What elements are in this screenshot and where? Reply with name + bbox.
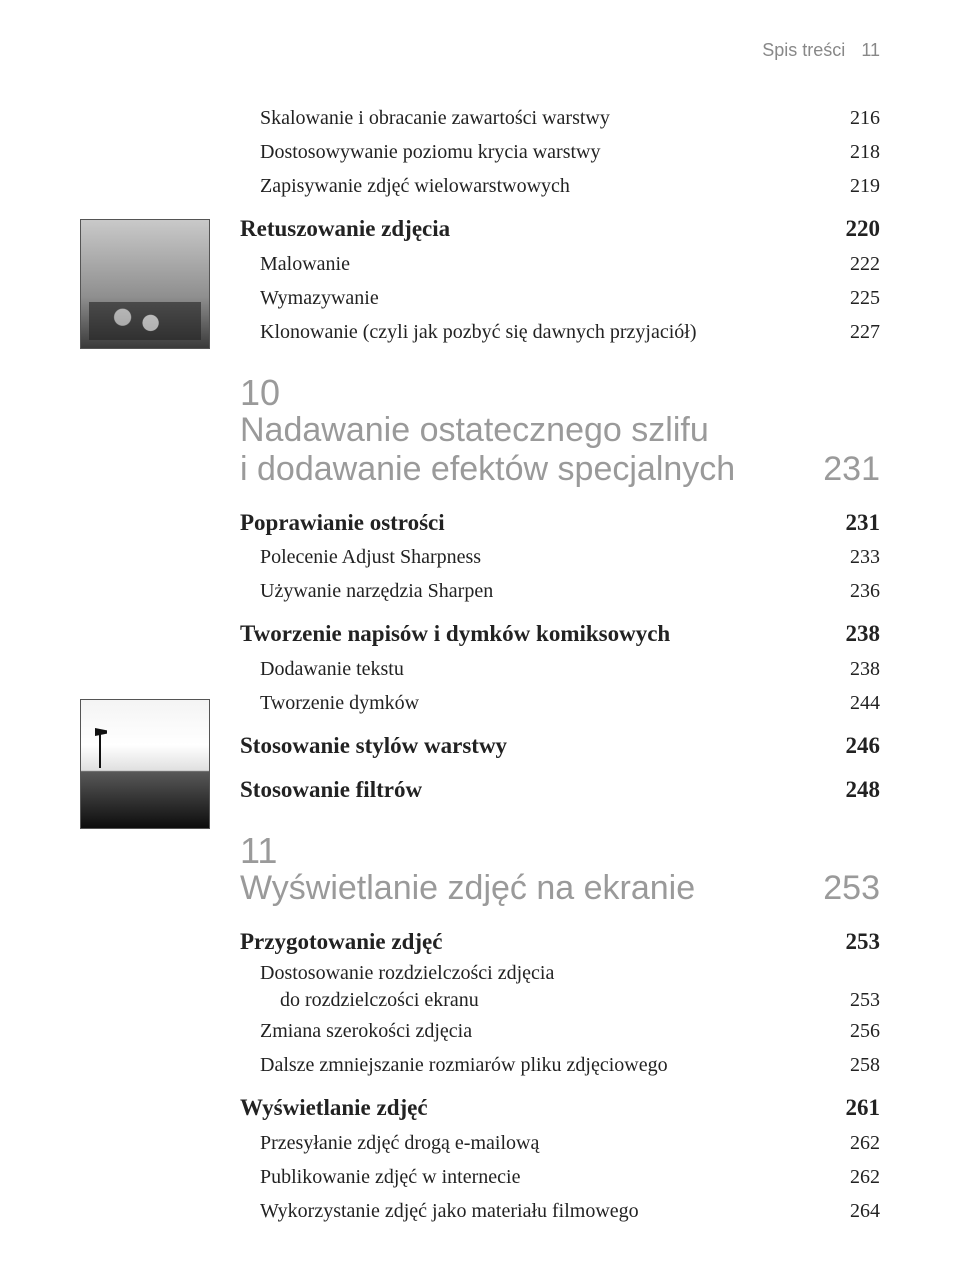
- toc-section: Poprawianie ostrości 231: [240, 505, 880, 541]
- toc-section: Retuszowanie zdjęcia 220: [240, 211, 880, 247]
- toc-page: 256: [830, 1014, 880, 1048]
- toc-label: Malowanie: [260, 247, 830, 281]
- toc-label: Dodawanie tekstu: [260, 652, 830, 686]
- chapter11-title: Wyświetlanie zdjęć na ekranie 253: [240, 869, 880, 908]
- toc-entry: Wykorzystanie zdjęć jako materiału filmo…: [240, 1194, 880, 1228]
- toc-entry: Dodawanie tekstu 238: [240, 652, 880, 686]
- toc-label: Przesyłanie zdjęć drogą e-mailową: [260, 1126, 830, 1160]
- thumbnail-column: [80, 101, 220, 1228]
- toc-entry: Skalowanie i obracanie zawartości warstw…: [240, 101, 880, 135]
- chapter10-number: 10: [240, 375, 880, 411]
- toc-label: Zapisywanie zdjęć wielowarstwowych: [260, 169, 830, 203]
- toc-page: 253: [850, 987, 880, 1014]
- toc-page: 264: [830, 1194, 880, 1228]
- toc-page: 227: [830, 315, 880, 349]
- toc-page: 236: [830, 574, 880, 608]
- toc-body: Skalowanie i obracanie zawartości warstw…: [240, 101, 880, 1228]
- toc-entry: Zmiana szerokości zdjęcia 256: [240, 1014, 880, 1048]
- toc-section: Stosowanie stylów warstwy 246: [240, 728, 880, 764]
- toc-entry: Polecenie Adjust Sharpness 233: [240, 540, 880, 574]
- toc-label: Wykorzystanie zdjęć jako materiału filmo…: [260, 1194, 830, 1228]
- chapter10-title-text: i dodawanie efektów specjalnych: [240, 450, 823, 489]
- content-grid: Skalowanie i obracanie zawartości warstw…: [80, 101, 880, 1228]
- toc-entry: Dostosowywanie poziomu krycia warstwy 21…: [240, 135, 880, 169]
- toc-section: Tworzenie napisów i dymków komiksowych 2…: [240, 616, 880, 652]
- toc-label: Stosowanie stylów warstwy: [240, 728, 830, 764]
- toc-page: 218: [830, 135, 880, 169]
- toc-page: 216: [830, 101, 880, 135]
- toc-entry: Przesyłanie zdjęć drogą e-mailową 262: [240, 1126, 880, 1160]
- chapter11-title-text: Wyświetlanie zdjęć na ekranie: [240, 869, 823, 908]
- chapter10-page: 231: [823, 450, 880, 489]
- toc-page: 258: [830, 1048, 880, 1082]
- toc-entry-multiline: Dostosowanie rozdzielczości zdjęcia do r…: [240, 960, 880, 1014]
- running-header: Spis treści 11: [80, 40, 880, 61]
- toc-label: Wymazywanie: [260, 281, 830, 315]
- toc-page: 233: [830, 540, 880, 574]
- toc-entry: Wymazywanie 225: [240, 281, 880, 315]
- toc-label-line1: Dostosowanie rozdzielczości zdjęcia: [240, 960, 880, 987]
- toc-section: Przygotowanie zdjęć 253: [240, 924, 880, 960]
- toc-label: Używanie narzędzia Sharpen: [260, 574, 830, 608]
- chapter10-title-line1: Nadawanie ostatecznego szlifu: [240, 411, 880, 450]
- toc-section: Wyświetlanie zdjęć 261: [240, 1090, 880, 1126]
- toc-label: Tworzenie dymków: [260, 686, 830, 720]
- toc-label: Skalowanie i obracanie zawartości warstw…: [260, 101, 830, 135]
- toc-page: 225: [830, 281, 880, 315]
- toc-page: 262: [830, 1126, 880, 1160]
- toc-entry: Używanie narzędzia Sharpen 236: [240, 574, 880, 608]
- toc-label: Tworzenie napisów i dymków komiksowych: [240, 616, 830, 652]
- toc-page: 261: [830, 1090, 880, 1126]
- toc-label: Zmiana szerokości zdjęcia: [260, 1014, 830, 1048]
- chapter11-number: 11: [240, 833, 880, 869]
- toc-page: 248: [830, 772, 880, 808]
- toc-label: Publikowanie zdjęć w internecie: [260, 1160, 830, 1194]
- header-page-number: 11: [861, 40, 880, 61]
- chapter11-thumbnail: [80, 699, 210, 829]
- toc-entry: Zapisywanie zdjęć wielowarstwowych 219: [240, 169, 880, 203]
- toc-page: 246: [830, 728, 880, 764]
- toc-label: Dostosowywanie poziomu krycia warstwy: [260, 135, 830, 169]
- toc-section: Stosowanie filtrów 248: [240, 772, 880, 808]
- toc-label-line2: do rozdzielczości ekranu: [280, 987, 479, 1014]
- toc-entry: Klonowanie (czyli jak pozbyć się dawnych…: [240, 315, 880, 349]
- toc-entry: Malowanie 222: [240, 247, 880, 281]
- toc-page: 238: [830, 616, 880, 652]
- toc-page: 253: [830, 924, 880, 960]
- toc-label: Retuszowanie zdjęcia: [240, 211, 830, 247]
- chapter10-title-line2: i dodawanie efektów specjalnych 231: [240, 450, 880, 489]
- toc-label: Stosowanie filtrów: [240, 772, 830, 808]
- toc-page: 231: [830, 505, 880, 541]
- toc-label: Dalsze zmniejszanie rozmiarów pliku zdję…: [260, 1048, 830, 1082]
- chapter11-page: 253: [823, 869, 880, 908]
- toc-entry: Dalsze zmniejszanie rozmiarów pliku zdję…: [240, 1048, 880, 1082]
- toc-page: 244: [830, 686, 880, 720]
- toc-entry: Tworzenie dymków 244: [240, 686, 880, 720]
- toc-label: Przygotowanie zdjęć: [240, 924, 830, 960]
- header-title: Spis treści: [762, 40, 845, 61]
- toc-page: 220: [830, 211, 880, 247]
- toc-label: Polecenie Adjust Sharpness: [260, 540, 830, 574]
- toc-page: 219: [830, 169, 880, 203]
- toc-label: Poprawianie ostrości: [240, 505, 830, 541]
- toc-entry: Publikowanie zdjęć w internecie 262: [240, 1160, 880, 1194]
- toc-label: Klonowanie (czyli jak pozbyć się dawnych…: [260, 315, 830, 349]
- toc-page: 222: [830, 247, 880, 281]
- chapter10-thumbnail: [80, 219, 210, 349]
- toc-label: Wyświetlanie zdjęć: [240, 1090, 830, 1126]
- toc-page: 262: [830, 1160, 880, 1194]
- toc-page: 238: [830, 652, 880, 686]
- page: Spis treści 11 Skalowanie i obracanie za…: [0, 0, 960, 1268]
